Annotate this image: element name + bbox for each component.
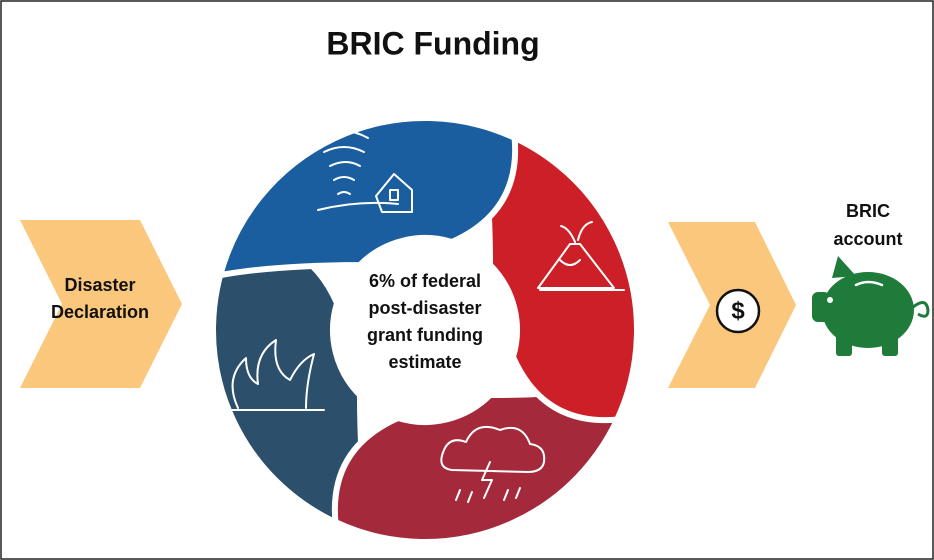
fire-icon [231, 339, 325, 411]
center-text: estimate [388, 352, 461, 372]
input-text: Declaration [51, 302, 149, 322]
petal [476, 122, 640, 424]
petal [217, 115, 519, 279]
title: BRIC Funding [326, 25, 539, 61]
piggy-bank [812, 256, 930, 356]
money-symbol: $ [731, 297, 745, 324]
center-text: 6% of federal [369, 271, 481, 291]
storm-icon [440, 426, 546, 503]
petal [331, 381, 633, 545]
center-circle [333, 238, 517, 422]
center-text: grant funding [367, 325, 483, 345]
money-icon [715, 288, 761, 334]
cycle [210, 115, 640, 545]
output-text: BRIC [846, 201, 890, 221]
input-chevron [20, 220, 182, 388]
input-text: Disaster [64, 275, 135, 295]
volcano-icon [537, 221, 625, 291]
output-text: account [833, 229, 902, 249]
center-text: post-disaster [368, 298, 481, 318]
tornado-icon [317, 130, 413, 213]
